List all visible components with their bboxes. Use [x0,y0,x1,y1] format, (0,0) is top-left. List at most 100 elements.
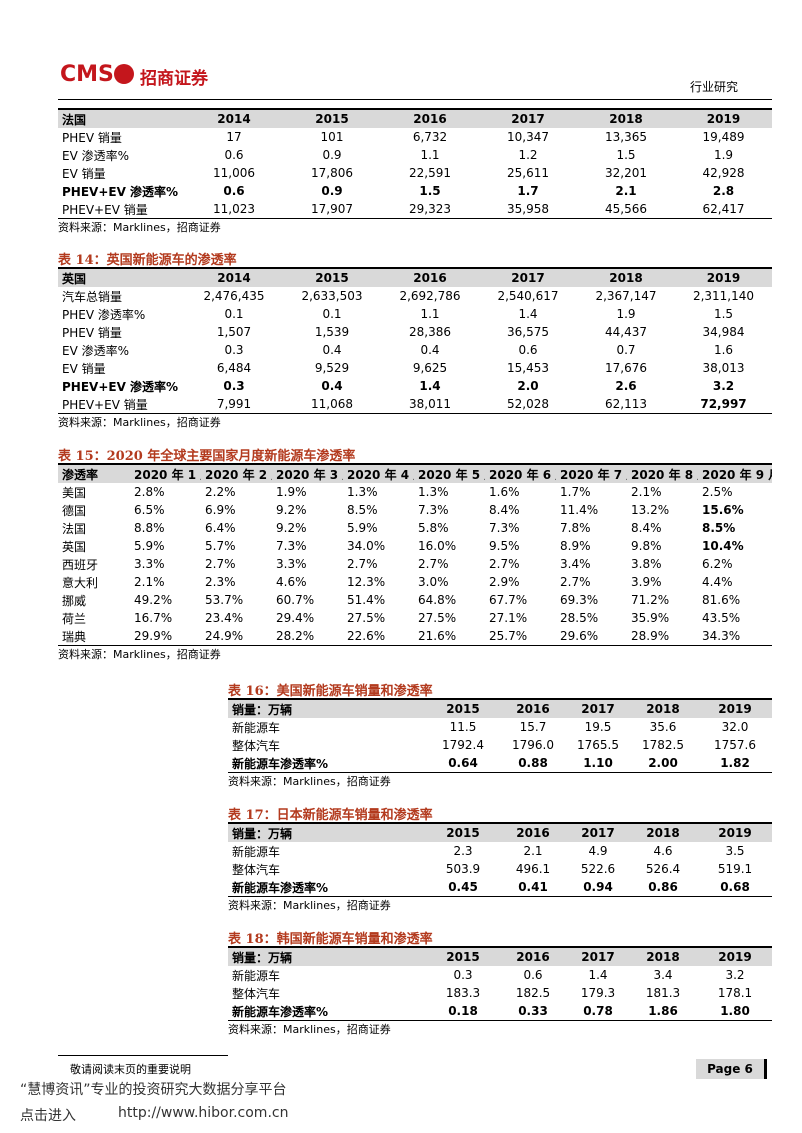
cell: 7.8% [560,521,591,535]
cell: 2.8 [712,184,735,198]
cell: 3.0% [418,575,449,589]
cell: 2.00 [628,754,698,773]
header-cell: 2017 [568,698,628,718]
link-prefix: 点击进入 [20,1108,76,1124]
cell: 19.5 [584,720,612,734]
table: 销量：万辆 2015 2016 2017 2018 2019 新能源车 0.3 0.6 1.4 3.… [228,946,772,1021]
row: 整体汽车 1792.4 1796.0 1765.5 1782.5 1757.6 [228,736,772,754]
cell: 2.2% [205,485,236,499]
cell: 9.5% [489,539,520,553]
cell: 2.0 [517,379,539,393]
company: 招商证券 [140,69,208,89]
header-cell: 2015 [283,108,381,128]
row-label: PHEV 销量 [62,130,122,145]
cell: 1757.6 [714,738,756,752]
logo-icon [114,64,134,84]
cell: 4.6% [276,575,307,589]
cell: 6,732 [412,130,448,144]
cell: 43.5% [702,611,741,625]
cell: 0.86 [628,878,698,897]
row: 新能源车 11.5 15.7 19.5 35.6 32.0 [228,718,772,736]
header-cell: 2020 年 8 月 [627,463,698,483]
row-label: PHEV+EV 渗透率% [62,184,179,199]
cell: 2,476,435 [203,289,265,303]
cell: 34.0% [347,539,386,553]
cell: 38,011 [381,395,479,414]
footer-rule [58,1055,228,1056]
row-label: 西班牙 [62,557,99,572]
cell: 29.6% [556,627,627,646]
cell: 34,984 [702,325,745,339]
cell: 1.3% [418,485,449,499]
header-cell: 销量：万辆 [228,822,428,842]
header-cell: 2017 [479,108,577,128]
cell: 0.1 [224,307,244,321]
cell: 8.4% [489,503,520,517]
cell: 101 [320,130,344,144]
header-cell: 2019 [698,822,772,842]
cell: 15.6% [702,503,744,517]
cell: 53.7% [205,593,244,607]
cell: 9.2% [276,521,307,535]
cell: 6.5% [134,503,165,517]
row-label: 新能源车渗透率% [228,878,428,897]
row: PHEV 销量 1,507 1,539 28,386 36,575 44,437 34,98… [58,323,772,341]
cell: 1.10 [568,754,628,773]
cell: 178.1 [717,986,753,1000]
cell: 0.18 [428,1002,498,1021]
cell: 3.2 [725,968,745,982]
cell: 8.9% [560,539,591,553]
cell: 1.4 [419,379,441,393]
header-cell: 2020 年 7 月 [556,463,627,483]
cell: 0.6 [224,148,244,162]
cell: 0.9 [322,148,342,162]
notice: 敬请阅读末页的重要说明 [70,1063,191,1076]
header-row: 英国 2014 2015 2016 2017 2018 2019 [58,267,772,287]
table-source: 资料来源：Marklines，招商证券 [228,1023,391,1036]
row-label: 新能源车 [232,720,281,735]
row: 西班牙 3.3% 2.7% 3.3% 2.7% 2.7% 2.7% 3.4% 3.8% 6.2% [58,555,772,573]
header-cell: 2015 [428,822,498,842]
row-label: 整体汽车 [232,738,281,753]
table: 法国 2014 2015 2016 2017 2018 2019 PHEV 销量 17 101 6,… [58,108,772,219]
table-title: 表 18：韩国新能源车销量和渗透率 [228,932,433,947]
cell: 2.9% [489,575,520,589]
cell: 3.8% [631,557,662,571]
cell: 17,907 [283,200,381,219]
cell: 0.1 [322,307,342,321]
cell: 9.2% [276,503,307,517]
row: 英国 5.9% 5.7% 7.3% 34.0% 16.0% 9.5% 8.9% 9.8% 10.4… [58,537,772,555]
cell: 52,028 [479,395,577,414]
cell: 503.9 [445,862,481,876]
cell: 0.4 [322,343,342,357]
header-cell: 销量：万辆 [228,698,428,718]
cell: 519.1 [717,862,753,876]
cell: 1.9% [276,485,307,499]
cell: 1.82 [698,754,772,773]
row: PHEV+EV 渗透率% 0.6 0.9 1.5 1.7 2.1 2.8 [58,182,772,200]
cell: 2,367,147 [595,289,657,303]
cell: 21.6% [414,627,485,646]
header-cell: 2020 年 9 月 [698,463,772,483]
row-label: PHEV 渗透率% [62,307,146,322]
banner: “慧博资讯”专业的投资研究大数据分享平台 [20,1082,287,1098]
cell: 2.1% [134,575,165,589]
cell: 25.7% [485,627,556,646]
row: 意大利 2.1% 2.3% 4.6% 12.3% 3.0% 2.9% 2.7% 3.9% 4.4% [58,573,772,591]
row: 新能源车渗透率% 0.64 0.88 1.10 2.00 1.82 [228,754,772,773]
cell: 29.4% [276,611,315,625]
cell: 1.5 [713,307,734,321]
cell: 0.4 [321,379,343,393]
table-source: 资料来源：Marklines，招商证券 [58,221,221,234]
link[interactable]: http://www.hibor.com.cn [118,1105,289,1121]
cell: 62,417 [675,200,772,219]
cell: 1.5 [419,184,441,198]
cell: 34.3% [698,627,772,646]
row: 德国 6.5% 6.9% 9.2% 8.5% 7.3% 8.4% 11.4% 13.2% 15.6… [58,501,772,519]
cell: 4.6 [653,844,673,858]
header-cell: 2017 [568,822,628,842]
row-label: 英国 [62,539,87,554]
cell: 1.3% [347,485,378,499]
row-label: EV 渗透率% [62,343,130,358]
